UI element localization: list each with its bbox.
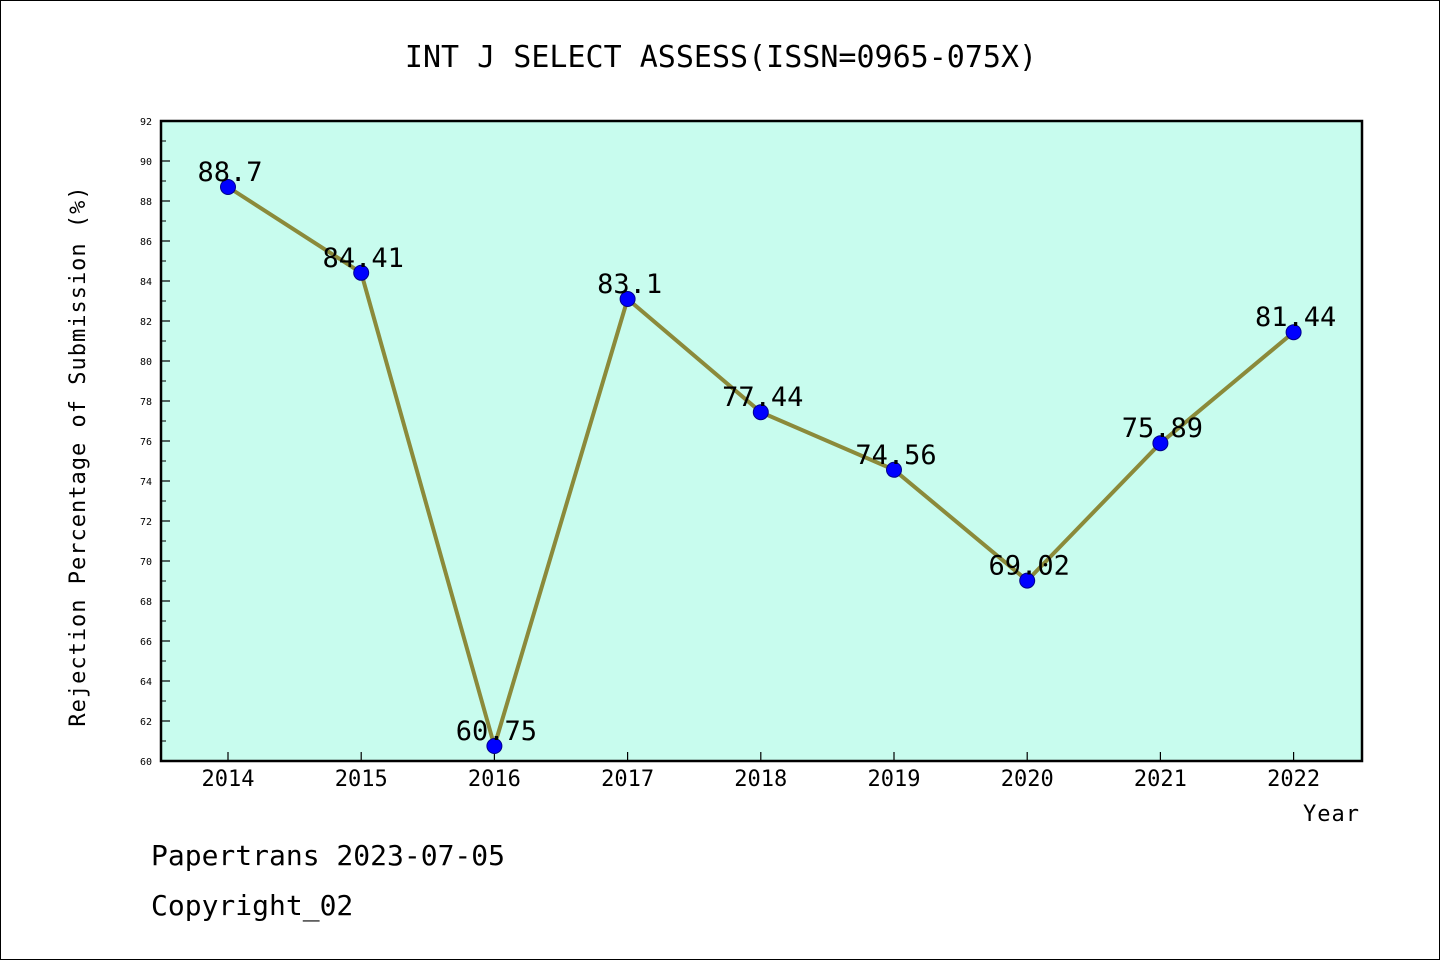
y-tick-label: 76 xyxy=(140,437,152,448)
data-label: 81.44 xyxy=(1255,302,1336,333)
data-label: 84.41 xyxy=(323,243,404,274)
x-tick-label: 2015 xyxy=(335,767,388,792)
data-labels-group: 88.7 84.41 60.75 83.1 77.44 74.56 69.02 75.89 81… xyxy=(197,157,1336,747)
data-point xyxy=(220,179,236,195)
data-label: 75.89 xyxy=(1122,413,1203,444)
x-tick-label: 2019 xyxy=(868,767,921,792)
chart-title: INT J SELECT ASSESS(ISSN=0965-075X) xyxy=(405,40,1037,75)
y-tick-label: 90 xyxy=(140,157,152,168)
y-tick-label: 86 xyxy=(140,237,152,248)
data-label: 88.7 xyxy=(197,157,262,188)
x-axis-label: Year xyxy=(1303,802,1360,827)
y-axis-label: Rejection Percentage of Submission (%) xyxy=(66,185,91,726)
x-tick-label: 2022 xyxy=(1267,767,1320,792)
y-tick-label: 66 xyxy=(140,637,152,648)
footer-copyright-text: Copyright_02 xyxy=(151,889,353,923)
y-tick-label: 60 xyxy=(140,757,152,768)
y-tick-label: 64 xyxy=(140,677,152,688)
data-point xyxy=(486,738,503,754)
data-point xyxy=(1285,324,1302,341)
y-tick-label: 74 xyxy=(140,477,152,488)
x-tick-label: 2016 xyxy=(468,767,521,792)
y-tick-label: 68 xyxy=(140,597,152,608)
data-label: 83.1 xyxy=(597,269,662,300)
data-point xyxy=(1019,572,1036,589)
data-point xyxy=(353,264,370,281)
y-tick-label: 78 xyxy=(140,397,152,408)
x-tick-label: 2014 xyxy=(202,767,255,792)
y-tick-label: 92 xyxy=(140,117,152,128)
data-point xyxy=(619,291,636,307)
y-tick-label: 70 xyxy=(140,557,152,568)
y-axis-ticks: 60 62 64 66 68 70 72 74 76 78 80 82 84 86 88 90 92 xyxy=(140,117,170,768)
x-tick-label: 2017 xyxy=(601,767,654,792)
data-label: 69.02 xyxy=(989,551,1070,582)
data-point xyxy=(886,461,902,478)
data-point xyxy=(752,404,769,421)
x-tick-label: 2018 xyxy=(734,767,787,792)
y-tick-label: 88 xyxy=(140,197,152,208)
y-tick-label: 72 xyxy=(140,517,152,528)
data-point xyxy=(1152,435,1169,452)
y-tick-label: 82 xyxy=(140,317,152,328)
x-tick-label: 2021 xyxy=(1134,767,1187,792)
y-tick-label: 84 xyxy=(140,277,152,288)
data-label: 60.75 xyxy=(456,716,537,747)
series-group xyxy=(220,179,1302,754)
y-tick-label: 62 xyxy=(140,717,152,728)
x-axis-ticks: 2014 2015 2016 2017 2018 2019 2020 2021 2022 xyxy=(202,752,1320,792)
y-tick-label: 80 xyxy=(140,357,152,368)
data-label: 77.44 xyxy=(722,382,803,413)
footer-date-text: Papertrans 2023-07-05 xyxy=(151,839,505,872)
data-label: 74.56 xyxy=(855,440,936,471)
x-tick-label: 2020 xyxy=(1001,767,1054,792)
